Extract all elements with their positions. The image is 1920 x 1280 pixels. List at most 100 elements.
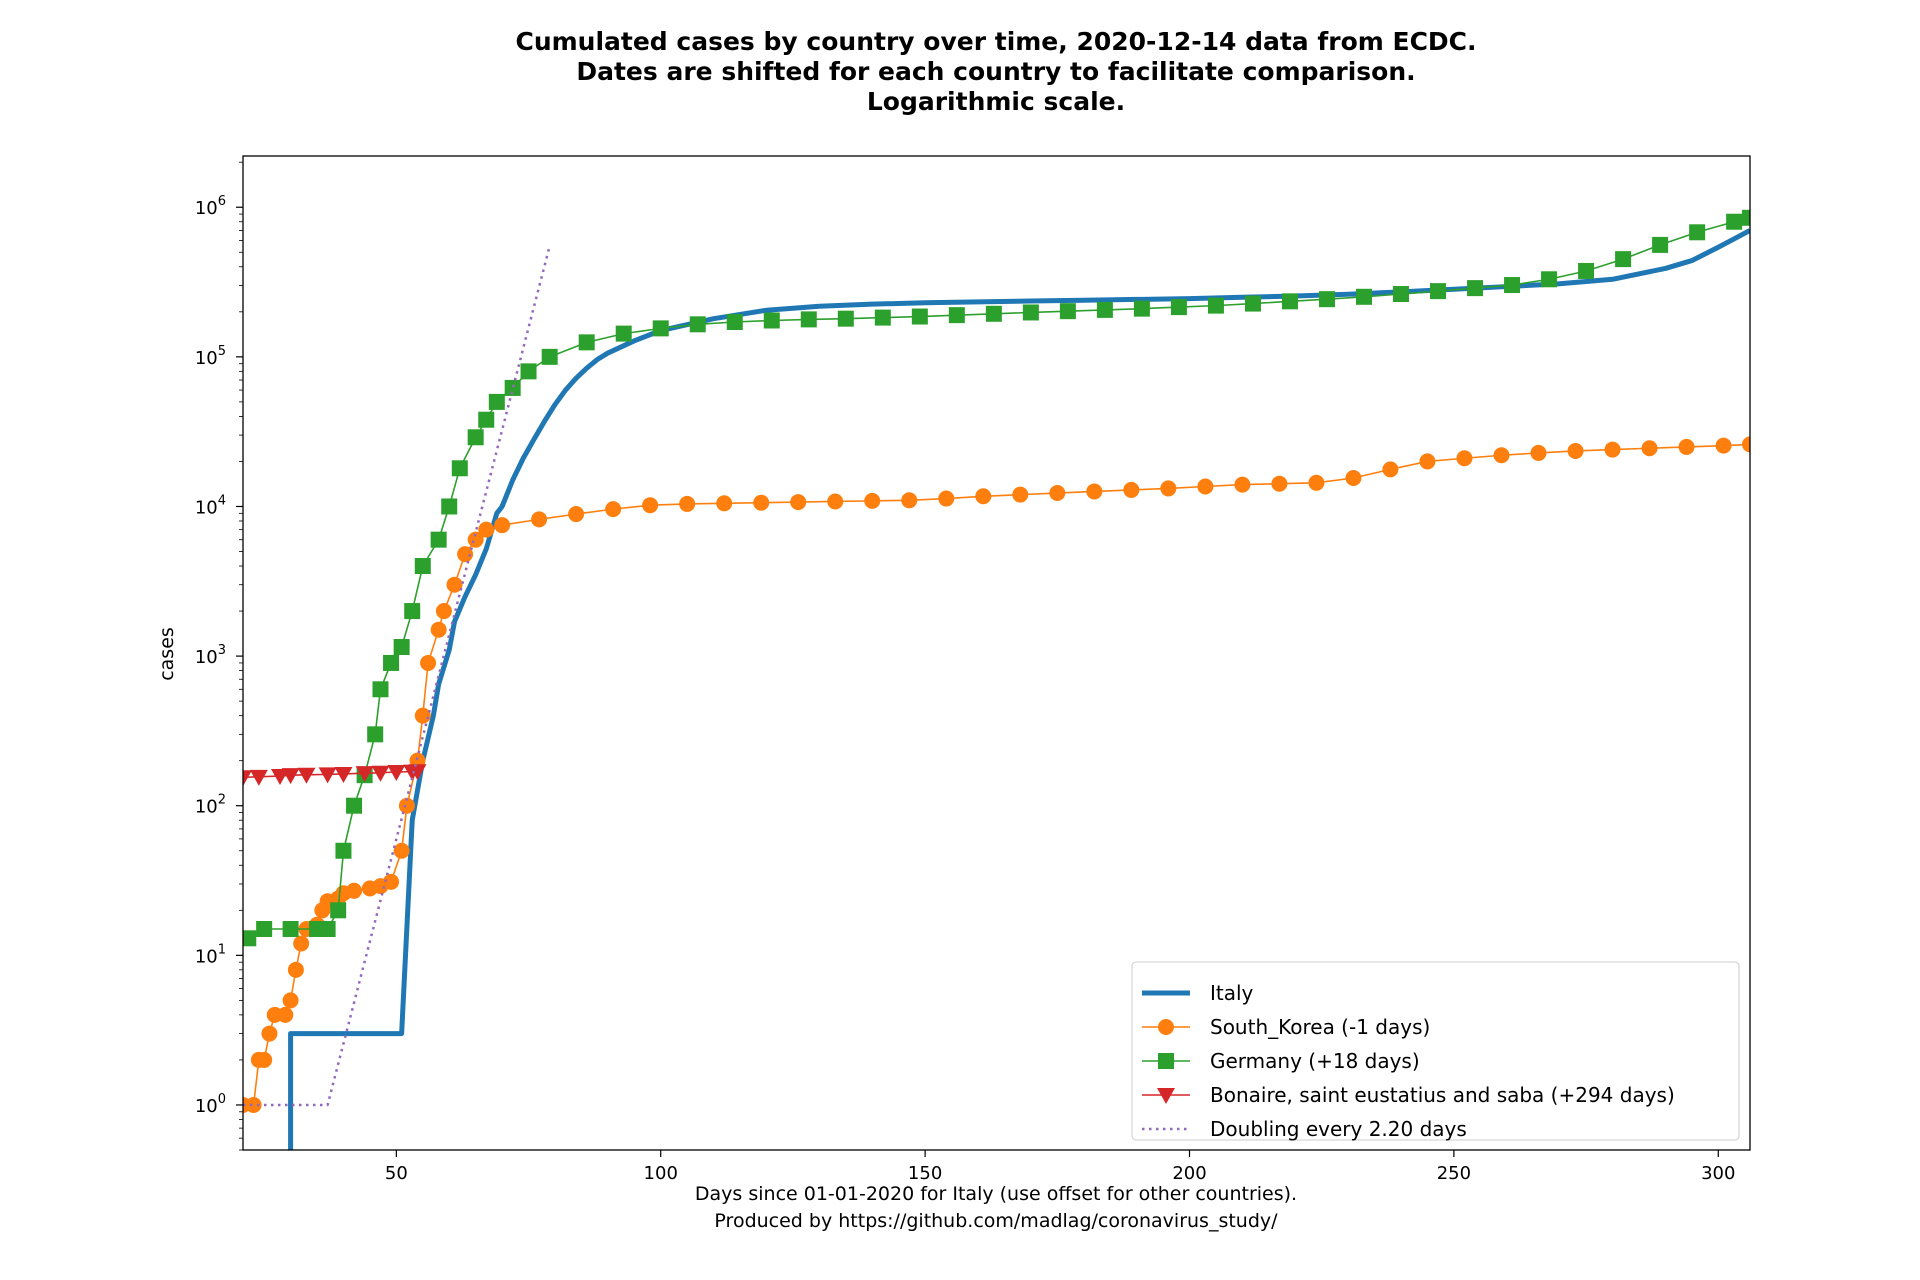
data-point xyxy=(1742,436,1750,453)
y-tick-label: 102 xyxy=(195,793,226,818)
data-point xyxy=(457,546,474,563)
data-point xyxy=(435,603,452,620)
y-axis-label: cases xyxy=(156,627,178,681)
data-point xyxy=(245,1096,262,1113)
data-point xyxy=(256,1051,273,1068)
data-point xyxy=(414,558,431,575)
data-point xyxy=(282,992,299,1009)
chart-title-line-2: Dates are shifted for each country to fa… xyxy=(576,57,1415,86)
data-point xyxy=(346,797,363,814)
data-point xyxy=(578,334,595,351)
x-tick-label: 200 xyxy=(1172,1163,1206,1184)
series-line xyxy=(288,228,1750,1150)
data-point xyxy=(243,930,257,947)
data-point xyxy=(1086,483,1103,500)
data-point xyxy=(398,797,415,814)
x-axis-label-line-1: Days since 01-01-2020 for Italy (use off… xyxy=(695,1183,1297,1205)
data-point xyxy=(726,313,743,330)
data-point xyxy=(1652,236,1669,253)
data-point xyxy=(297,767,316,784)
series-2 xyxy=(243,209,1750,947)
legend-marker-1 xyxy=(1158,1019,1174,1035)
data-point xyxy=(874,309,891,326)
data-point xyxy=(985,305,1002,322)
data-point xyxy=(408,764,427,781)
data-point xyxy=(467,429,484,446)
data-point xyxy=(1467,280,1484,297)
data-point xyxy=(277,1006,294,1023)
data-point xyxy=(1160,480,1177,497)
data-point xyxy=(1419,453,1436,470)
data-point xyxy=(281,768,300,785)
data-point xyxy=(414,707,431,724)
legend-label-3: Bonaire, saint eustatius and saba (+294 … xyxy=(1210,1083,1675,1107)
data-point xyxy=(346,882,363,899)
y-tick-label: 106 xyxy=(195,194,226,219)
series-line xyxy=(243,245,551,1107)
data-point xyxy=(1604,441,1621,458)
data-point xyxy=(1345,469,1362,486)
y-tick-label: 101 xyxy=(195,942,226,967)
legend-box xyxy=(1131,961,1740,1141)
y-tick-label: 103 xyxy=(195,643,226,668)
data-point xyxy=(1170,299,1187,316)
data-point xyxy=(287,961,304,978)
y-tick-label: 100 xyxy=(195,1092,226,1117)
data-point xyxy=(330,902,347,919)
data-point xyxy=(938,490,955,507)
data-point xyxy=(864,492,881,509)
data-point xyxy=(282,920,299,937)
x-axis-label-line-2: Produced by https://github.com/madlag/co… xyxy=(714,1210,1278,1232)
data-point xyxy=(504,379,521,396)
data-point xyxy=(1059,303,1076,320)
data-point xyxy=(393,842,410,859)
legend-label-2: Germany (+18 days) xyxy=(1210,1049,1420,1073)
data-point xyxy=(1456,450,1473,467)
y-tick-label: 104 xyxy=(195,493,226,518)
data-point xyxy=(1382,461,1399,478)
data-point xyxy=(1207,297,1224,314)
data-point xyxy=(478,521,495,538)
chart-title-line-1: Cumulated cases by country over time, 20… xyxy=(515,27,1476,56)
data-point xyxy=(716,495,733,512)
x-tick-label: 300 xyxy=(1701,1163,1735,1184)
data-point xyxy=(430,531,447,548)
y-axis-ticks: 100 101 102 103 104 105 106 xyxy=(195,161,243,1151)
data-point xyxy=(1197,478,1214,495)
legend-label-4: Doubling every 2.20 days xyxy=(1210,1117,1467,1141)
data-point xyxy=(1271,475,1288,492)
data-point xyxy=(531,511,548,528)
data-point xyxy=(1049,485,1066,502)
data-point xyxy=(1678,438,1695,455)
data-point xyxy=(615,325,632,342)
data-point xyxy=(1022,304,1039,321)
data-point xyxy=(827,493,844,510)
data-point xyxy=(1393,286,1410,303)
data-point xyxy=(800,311,817,328)
data-point xyxy=(1641,440,1658,457)
data-point xyxy=(1493,447,1510,464)
data-point xyxy=(763,312,780,329)
legend-marker-3 xyxy=(1157,1088,1175,1104)
data-point xyxy=(404,603,421,620)
data-point xyxy=(387,765,406,782)
data-point xyxy=(948,307,965,324)
data-point xyxy=(1530,444,1547,461)
data-point xyxy=(367,726,384,743)
data-point xyxy=(975,488,992,505)
data-point xyxy=(334,766,353,783)
data-point xyxy=(1430,283,1447,300)
data-point xyxy=(520,363,537,380)
data-point xyxy=(446,576,463,593)
data-point xyxy=(494,517,511,534)
legend-label-0: Italy xyxy=(1210,981,1254,1005)
data-point xyxy=(488,393,505,410)
data-point xyxy=(383,873,400,890)
series-3 xyxy=(243,764,427,787)
data-point xyxy=(293,935,310,952)
data-point xyxy=(679,495,696,512)
data-point xyxy=(1504,277,1521,294)
data-point xyxy=(1541,271,1558,288)
data-point xyxy=(1742,209,1750,226)
